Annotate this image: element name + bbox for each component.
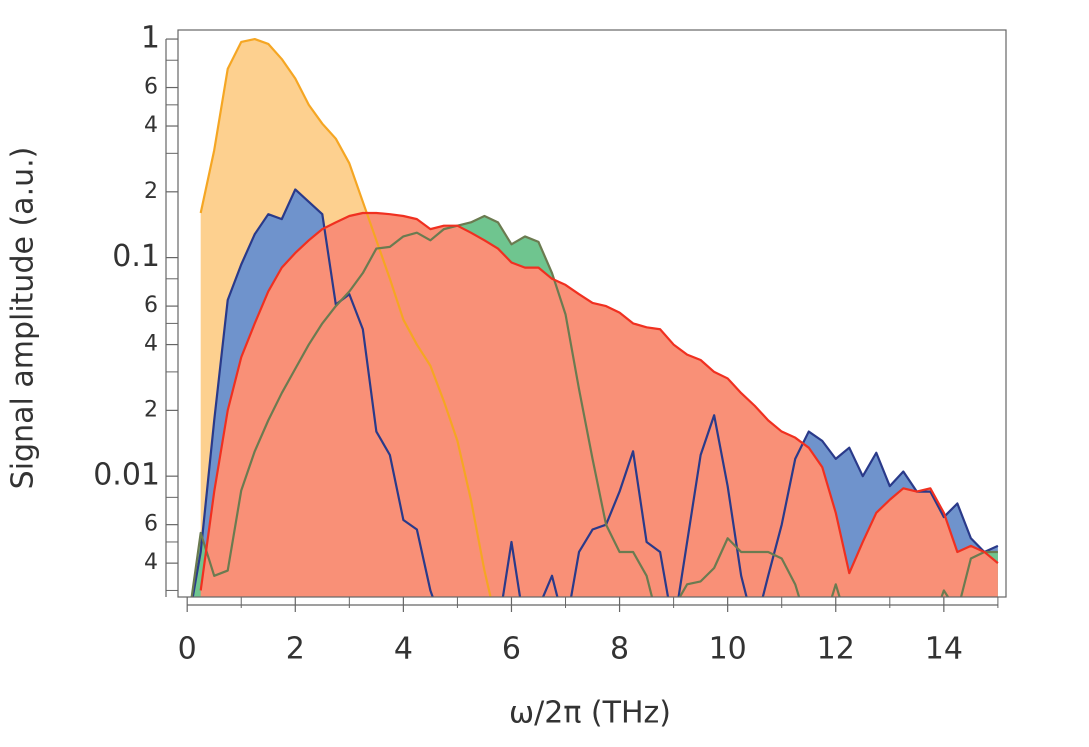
- y-tick-label: 6: [144, 75, 158, 100]
- y-tick-label: 0.01: [93, 458, 160, 493]
- area-line: [199, 211, 999, 591]
- x-tick-label: 4: [394, 632, 413, 667]
- x-tick-label: 10: [709, 632, 747, 667]
- y-tick-label: 2: [144, 179, 158, 204]
- y-axis-label: Signal amplitude (a.u.): [6, 147, 41, 490]
- plot-frame: [177, 29, 1007, 598]
- x-tick-label: 2: [286, 632, 305, 667]
- x-tick-label: 0: [178, 632, 197, 667]
- area-line: [199, 37, 492, 597]
- y-tick-label: 4: [144, 332, 158, 357]
- y-tick-label: 6: [144, 293, 158, 318]
- x-tick-label: 12: [817, 632, 855, 667]
- y-tick-label: 4: [144, 550, 158, 575]
- x-tick-label: 6: [502, 632, 521, 667]
- area-line: [191, 188, 999, 597]
- y-tick-label: 1: [141, 21, 160, 56]
- x-axis-label: ω/2π (THz): [509, 696, 671, 731]
- x-tick-label: 14: [925, 632, 963, 667]
- y-tick-label: 0.1: [112, 239, 160, 274]
- area-fill: [200, 212, 998, 597]
- area-line: [190, 214, 998, 597]
- y-tick-label: 2: [144, 397, 158, 422]
- x-tick-label: 8: [610, 632, 629, 667]
- plot-area: [190, 37, 999, 597]
- y-tick-label: 6: [144, 512, 158, 537]
- y-tick-label: 4: [144, 113, 158, 138]
